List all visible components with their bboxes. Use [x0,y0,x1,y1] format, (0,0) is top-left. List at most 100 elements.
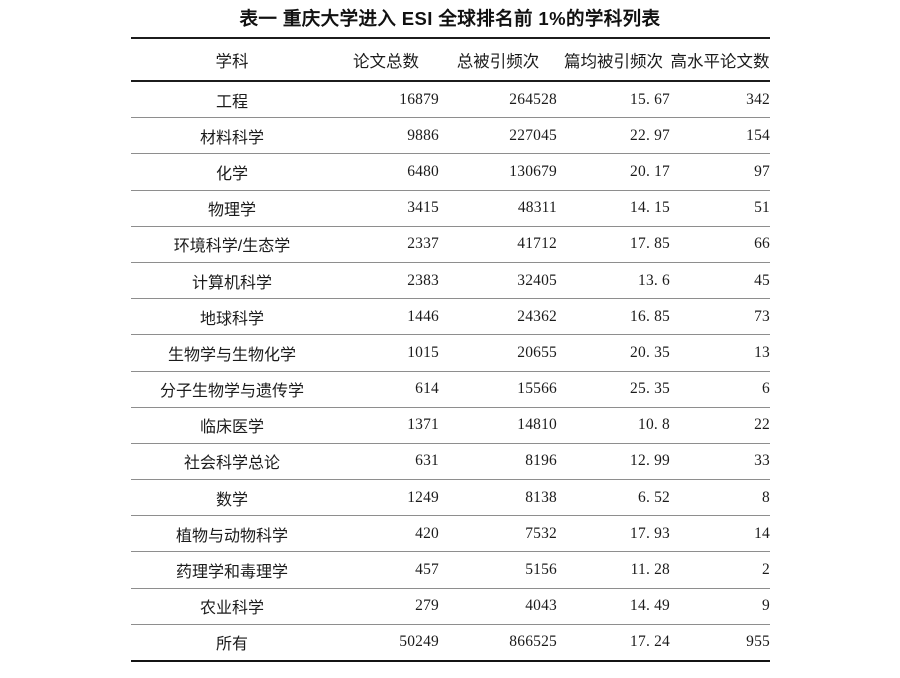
cell-high-level-papers: 14 [670,515,770,553]
cell-citations: 866525 [439,624,557,662]
cell-subject: 物理学 [131,190,333,227]
table-row: 分子生物学与遗传学 614 15566 25. 35 6 [131,371,770,408]
cell-citations: 8196 [439,443,557,481]
cell-citations: 48311 [439,190,557,227]
cell-subject: 环境科学/生态学 [131,226,333,263]
cell-high-level-papers: 22 [670,407,770,444]
cell-high-level-papers: 97 [670,153,770,191]
cell-papers: 2383 [333,262,439,300]
cell-subject: 材料科学 [131,117,333,155]
cell-avg-citations: 14. 49 [557,588,670,625]
cell-high-level-papers: 2 [670,551,770,589]
cell-subject: 生物学与生物化学 [131,334,333,372]
cell-papers: 1015 [333,334,439,372]
cell-high-level-papers: 66 [670,226,770,263]
cell-papers: 1446 [333,298,439,336]
cell-avg-citations: 11. 28 [557,551,670,589]
cell-citations: 5156 [439,551,557,589]
column-header-high-level-papers: 高水平论文数 [670,37,770,82]
cell-high-level-papers: 955 [670,624,770,662]
esi-table-container: 学科 论文总数 总被引频次 篇均被引频次 高水平论文数 工程 16879 26452… [131,37,770,662]
table-row: 生物学与生物化学 1015 20655 20. 35 13 [131,334,770,372]
cell-high-level-papers: 8 [670,479,770,517]
cell-high-level-papers: 51 [670,190,770,227]
table-row: 数学 1249 8138 6. 52 8 [131,479,770,517]
table-row: 计算机科学 2383 32405 13. 6 45 [131,262,770,300]
column-header-papers: 论文总数 [333,37,439,82]
cell-high-level-papers: 33 [670,443,770,481]
cell-papers: 3415 [333,190,439,227]
cell-citations: 14810 [439,407,557,444]
table-header-row: 学科 论文总数 总被引频次 篇均被引频次 高水平论文数 [131,37,770,82]
cell-avg-citations: 13. 6 [557,262,670,300]
cell-subject: 临床医学 [131,407,333,444]
table-row: 化学 6480 130679 20. 17 97 [131,153,770,191]
cell-avg-citations: 20. 17 [557,153,670,191]
cell-papers: 1249 [333,479,439,517]
cell-avg-citations: 17. 24 [557,624,670,662]
table-body: 工程 16879 264528 15. 67 342 材料科学 9886 227045 22. … [131,81,770,662]
cell-high-level-papers: 9 [670,588,770,625]
cell-citations: 130679 [439,153,557,191]
table-row: 环境科学/生态学 2337 41712 17. 85 66 [131,226,770,263]
cell-avg-citations: 10. 8 [557,407,670,444]
cell-avg-citations: 12. 99 [557,443,670,481]
column-header-subject: 学科 [131,37,333,82]
cell-subject: 植物与动物科学 [131,515,333,553]
cell-citations: 7532 [439,515,557,553]
table-row: 药理学和毒理学 457 5156 11. 28 2 [131,551,770,589]
table-row: 工程 16879 264528 15. 67 342 [131,81,770,119]
table-header: 学科 论文总数 总被引频次 篇均被引频次 高水平论文数 [131,37,770,82]
cell-high-level-papers: 342 [670,81,770,119]
cell-subject: 计算机科学 [131,262,333,300]
cell-avg-citations: 25. 35 [557,371,670,408]
cell-avg-citations: 15. 67 [557,81,670,119]
cell-avg-citations: 20. 35 [557,334,670,372]
table-row: 社会科学总论 631 8196 12. 99 33 [131,443,770,481]
cell-subject: 农业科学 [131,588,333,625]
cell-papers: 9886 [333,117,439,155]
cell-citations: 8138 [439,479,557,517]
cell-subject: 所有 [131,624,333,662]
table-row: 所有 50249 866525 17. 24 955 [131,624,770,662]
cell-papers: 631 [333,443,439,481]
cell-avg-citations: 17. 93 [557,515,670,553]
cell-papers: 1371 [333,407,439,444]
cell-papers: 16879 [333,81,439,119]
column-header-citations: 总被引频次 [439,37,557,82]
cell-high-level-papers: 45 [670,262,770,300]
cell-avg-citations: 17. 85 [557,226,670,263]
cell-citations: 15566 [439,371,557,408]
table-row: 材料科学 9886 227045 22. 97 154 [131,117,770,155]
cell-papers: 50249 [333,624,439,662]
cell-citations: 20655 [439,334,557,372]
table-row: 植物与动物科学 420 7532 17. 93 14 [131,515,770,553]
cell-avg-citations: 6. 52 [557,479,670,517]
cell-papers: 6480 [333,153,439,191]
cell-papers: 420 [333,515,439,553]
cell-subject: 化学 [131,153,333,191]
cell-subject: 社会科学总论 [131,443,333,481]
cell-avg-citations: 22. 97 [557,117,670,155]
cell-citations: 4043 [439,588,557,625]
table-row: 物理学 3415 48311 14. 15 51 [131,190,770,227]
table-title: 表一 重庆大学进入 ESI 全球排名前 1%的学科列表 [239,8,661,29]
cell-citations: 41712 [439,226,557,263]
cell-papers: 2337 [333,226,439,263]
cell-papers: 279 [333,588,439,625]
cell-high-level-papers: 73 [670,298,770,336]
cell-subject: 地球科学 [131,298,333,336]
cell-subject: 分子生物学与遗传学 [131,371,333,408]
cell-citations: 32405 [439,262,557,300]
column-header-avg-citations: 篇均被引频次 [557,37,670,82]
esi-discipline-table: 学科 论文总数 总被引频次 篇均被引频次 高水平论文数 工程 16879 26452… [131,37,770,662]
cell-citations: 227045 [439,117,557,155]
cell-subject: 数学 [131,479,333,517]
cell-subject: 工程 [131,81,333,119]
cell-high-level-papers: 6 [670,371,770,408]
cell-citations: 264528 [439,81,557,119]
cell-papers: 614 [333,371,439,408]
cell-avg-citations: 16. 85 [557,298,670,336]
cell-avg-citations: 14. 15 [557,190,670,227]
